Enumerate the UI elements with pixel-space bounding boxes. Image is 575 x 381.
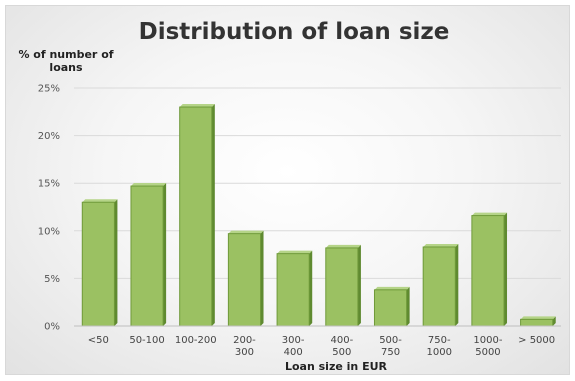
x-category-label: 300-400 xyxy=(282,335,305,358)
x-category-label: 200-300 xyxy=(233,335,256,358)
y-tick-label: 5% xyxy=(44,274,60,285)
bar-side xyxy=(552,316,556,326)
bar-front xyxy=(276,253,310,327)
bar xyxy=(373,286,410,327)
bar-top xyxy=(374,286,410,290)
bar-front xyxy=(471,215,505,327)
bar-top xyxy=(228,230,264,234)
bar xyxy=(325,244,361,327)
bar-chart: Distribution of loan size % of number of… xyxy=(18,19,561,373)
bar-top xyxy=(471,212,508,216)
bar-side xyxy=(163,183,167,326)
bar xyxy=(276,250,313,327)
y-axis-ticks: 0% 5% 10% 15% 20% 25% xyxy=(38,84,60,333)
x-axis-categories: <50 50-100 100-200 200-300 300-400 400-500 500… xyxy=(88,335,555,358)
bar-top xyxy=(277,250,313,254)
bar xyxy=(81,199,118,327)
bar-side xyxy=(114,199,118,326)
y-tick-label: 20% xyxy=(38,131,60,142)
x-category-label: <50 xyxy=(88,335,109,346)
bar-side xyxy=(504,212,508,326)
bar-side xyxy=(455,243,459,326)
bar xyxy=(471,212,508,327)
bar-front xyxy=(179,106,213,327)
bar xyxy=(422,243,459,327)
y-tick-label: 15% xyxy=(38,179,60,190)
bar-top xyxy=(130,183,167,187)
bar-side xyxy=(260,230,264,326)
bar-side xyxy=(406,286,410,326)
bar-front xyxy=(130,185,164,327)
bar xyxy=(130,183,167,327)
bar-side xyxy=(357,244,361,326)
x-category-label: 100-200 xyxy=(175,335,217,346)
x-category-label: 750-1000 xyxy=(427,335,452,358)
bar-top xyxy=(179,104,215,108)
x-category-label: 1000-5000 xyxy=(473,335,502,358)
bar-top xyxy=(423,243,459,247)
x-axis-label: Loan size in EUR xyxy=(285,360,388,373)
y-tick-label: 10% xyxy=(38,226,60,237)
bar-front xyxy=(325,247,359,327)
chart-frame: Distribution of loan size % of number of… xyxy=(5,5,570,375)
bar-side xyxy=(211,104,215,326)
x-category-label: 500-750 xyxy=(379,335,402,358)
bar-top xyxy=(82,199,118,203)
x-category-label: > 5000 xyxy=(518,335,555,346)
bar-front xyxy=(422,246,456,327)
bars xyxy=(81,104,556,327)
bar xyxy=(520,316,556,327)
bar-front xyxy=(227,233,262,327)
x-category-label: 50-100 xyxy=(129,335,164,346)
y-tick-label: 0% xyxy=(44,322,60,333)
y-tick-label: 25% xyxy=(38,84,60,95)
bar-front xyxy=(81,201,115,327)
chart-title: Distribution of loan size xyxy=(139,19,450,45)
bar-top xyxy=(325,244,361,248)
y-axis-label-line-1: % of number of xyxy=(18,48,113,61)
bar-front xyxy=(520,318,554,327)
bar-side xyxy=(309,250,313,326)
x-category-label: 400-500 xyxy=(330,335,353,358)
bar-top xyxy=(520,316,556,320)
y-axis-label-line-2: loans xyxy=(49,61,83,74)
bar xyxy=(179,104,215,327)
bar-front xyxy=(373,289,408,327)
bar xyxy=(227,230,264,327)
